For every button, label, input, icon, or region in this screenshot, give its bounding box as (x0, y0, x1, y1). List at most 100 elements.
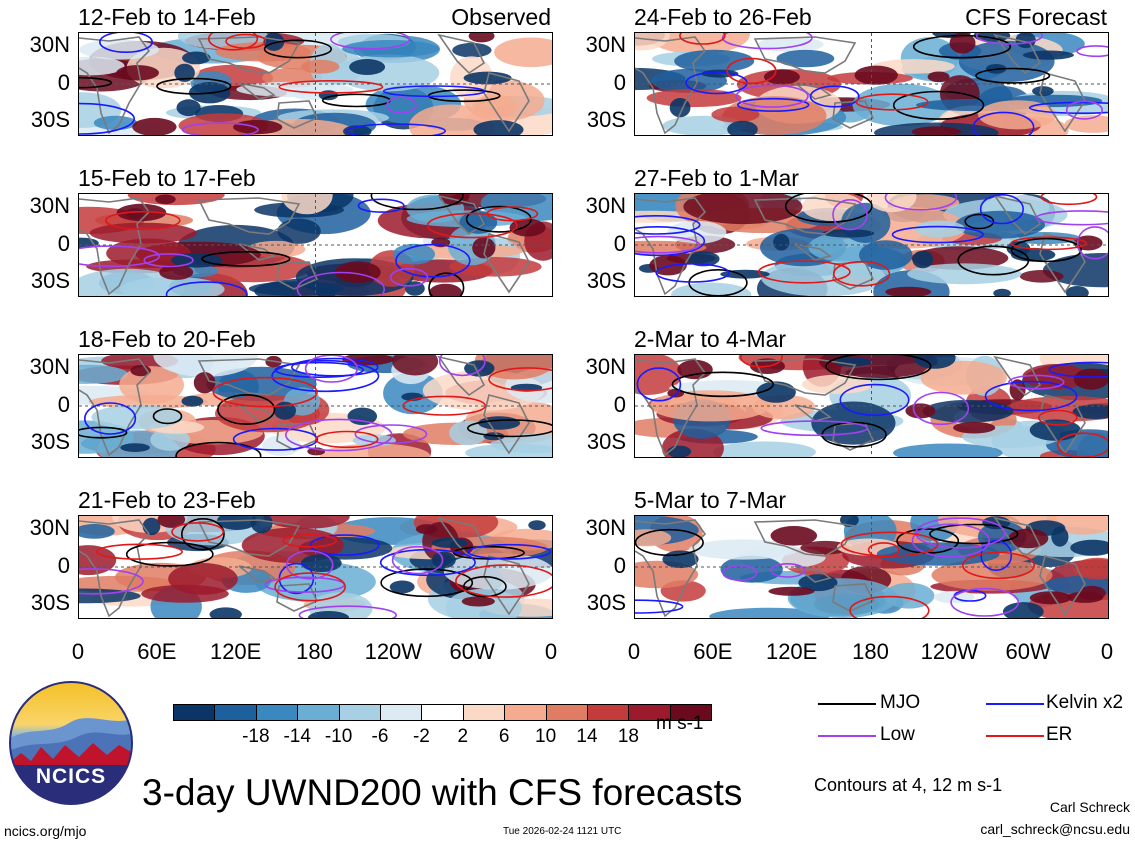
anomaly-shading (150, 428, 191, 451)
anomaly-shading (712, 441, 816, 457)
anomaly-core (343, 125, 372, 135)
coastline (437, 33, 486, 75)
anomaly-core (193, 372, 216, 394)
anomaly-shading (89, 222, 197, 244)
lat-tick-label: 30S (30, 428, 70, 454)
coastline (635, 519, 707, 618)
lat-tick-label: 0 (613, 392, 626, 417)
contour-kelvin-x2 (1028, 101, 1108, 114)
lon-tick-label: 60W (1005, 639, 1051, 664)
coastline (635, 36, 707, 135)
anomaly-core (1070, 539, 1108, 556)
anomaly-core (885, 286, 932, 296)
contour-er (486, 206, 539, 222)
contour-kelvin-x2 (467, 543, 552, 560)
anomaly-shading (635, 33, 670, 51)
colorbar-swatch (297, 704, 340, 721)
contour-kelvin-x2 (84, 402, 137, 435)
map-panel (634, 193, 1109, 297)
contour-low (284, 418, 393, 452)
anomaly-core (1066, 591, 1104, 603)
colorbar-swatch (173, 704, 216, 721)
contour-low (438, 355, 486, 377)
coastline (79, 358, 151, 457)
colorbar-tick-label: -6 (371, 726, 389, 747)
colorbar-tick-label: 14 (576, 726, 598, 747)
anomaly-shading (907, 263, 1022, 285)
coastline (197, 358, 301, 396)
anomaly-core (316, 288, 337, 296)
contour-er (315, 430, 379, 449)
coastline (483, 555, 530, 616)
contour-kelvin-x2 (839, 383, 910, 417)
contour-er (426, 212, 518, 239)
lat-tick-label: 30N (585, 354, 626, 380)
lat-tick-label: 0 (57, 70, 70, 95)
contour-low (330, 33, 411, 50)
anomaly-shading (911, 246, 1009, 270)
contour-kelvin-x2 (736, 97, 810, 112)
legend-line-mjo (818, 703, 876, 705)
anomaly-shading (688, 539, 798, 560)
coastline (238, 565, 276, 583)
anomaly-core (773, 233, 790, 251)
contour-low (635, 235, 701, 254)
colorbar-tick-label: -10 (324, 726, 353, 747)
panel-tag: CFS Forecast (965, 4, 1107, 30)
colorbar-tick-label: 2 (457, 726, 469, 747)
contour-mjo (671, 371, 775, 398)
contour-kelvin-x2 (79, 102, 135, 135)
contour-er (739, 355, 783, 368)
contour-mjo (635, 528, 704, 557)
contour-kelvin-x2 (271, 359, 380, 393)
anomaly-core (1073, 368, 1108, 390)
footer-timestamp: Tue 2026-02-24 1121 UTC (503, 826, 622, 837)
contour-er (402, 395, 487, 416)
anomaly-shading (301, 59, 340, 74)
anomaly-core (927, 71, 950, 83)
contour-kelvin-x2 (357, 198, 405, 213)
lat-tick-label: 30S (586, 106, 626, 132)
contour-low (285, 550, 334, 580)
coastline (197, 519, 301, 557)
contour-low (1065, 100, 1104, 120)
anomaly-core (912, 250, 934, 269)
lat-tick-label: 30N (585, 32, 626, 58)
map-panel (78, 515, 553, 619)
anomaly-shading (168, 563, 238, 595)
anomaly-core (1032, 86, 1054, 97)
anomaly-shading (449, 420, 488, 446)
coastline (794, 82, 832, 100)
contour-er (278, 80, 384, 94)
contour-mjo (452, 545, 525, 560)
contour-kelvin-x2 (1048, 361, 1108, 378)
lat-tick-label: 0 (57, 553, 70, 578)
contour-mjo (428, 272, 465, 296)
coastline (635, 358, 707, 457)
lon-tick-label: 180 (852, 639, 889, 664)
map-panel (78, 354, 553, 458)
contour-low (1035, 210, 1108, 226)
anomaly-core (468, 33, 495, 43)
coastline (238, 404, 276, 422)
legend-line-low (818, 735, 876, 737)
anomaly-shading (914, 220, 966, 238)
coastline (1039, 555, 1086, 616)
anomaly-shading (494, 37, 552, 68)
contour-mjo (964, 213, 995, 230)
anomaly-shading (79, 588, 141, 604)
coastline (79, 519, 151, 618)
anomaly-shading (646, 88, 742, 108)
contour-er (455, 564, 552, 598)
panel-title: 2-Mar to 4-Mar (634, 326, 787, 352)
coastline (276, 100, 319, 129)
contour-mjo (912, 34, 1012, 59)
contour-low (721, 33, 813, 50)
colorbar-swatch (255, 704, 299, 721)
footer-site: ncics.org/mjo (4, 823, 87, 839)
anomaly-shading (711, 106, 760, 123)
coastline (753, 197, 857, 235)
uwnd-field (635, 516, 1108, 618)
contour-er (1040, 194, 1098, 206)
anomaly-shading (79, 545, 117, 576)
